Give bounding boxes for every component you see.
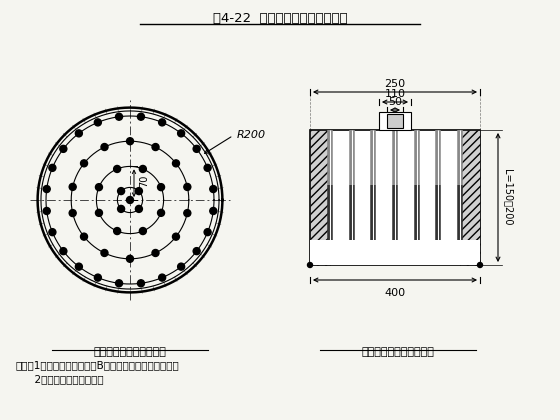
Circle shape: [115, 113, 123, 120]
Circle shape: [210, 186, 217, 192]
Circle shape: [95, 184, 102, 191]
Circle shape: [204, 228, 211, 236]
Text: 400: 400: [384, 288, 405, 298]
Text: 110: 110: [385, 89, 405, 99]
Circle shape: [114, 228, 120, 234]
Circle shape: [139, 165, 146, 173]
Circle shape: [204, 164, 211, 171]
Circle shape: [69, 184, 76, 190]
Circle shape: [76, 263, 82, 270]
Circle shape: [478, 262, 483, 268]
Circle shape: [76, 130, 82, 137]
Text: 2、本图尺寸以厘米计。: 2、本图尺寸以厘米计。: [15, 374, 104, 384]
Circle shape: [127, 255, 133, 262]
Circle shape: [60, 248, 67, 255]
Circle shape: [193, 248, 200, 255]
Circle shape: [43, 207, 50, 215]
Circle shape: [49, 164, 56, 171]
Bar: [460, 130, 480, 265]
Circle shape: [94, 119, 101, 126]
Circle shape: [152, 249, 159, 257]
Circle shape: [178, 130, 185, 137]
Circle shape: [136, 205, 142, 213]
Bar: [310, 130, 480, 265]
Circle shape: [101, 249, 108, 257]
Circle shape: [184, 184, 191, 190]
Text: 70: 70: [139, 175, 149, 187]
Circle shape: [157, 209, 165, 216]
Circle shape: [193, 145, 200, 152]
Text: 竖井开挖炮眼剖面布置图: 竖井开挖炮眼剖面布置图: [362, 347, 435, 357]
Circle shape: [95, 274, 101, 281]
Circle shape: [114, 165, 120, 173]
Bar: [310, 130, 330, 265]
Circle shape: [127, 197, 133, 204]
Circle shape: [307, 262, 312, 268]
Circle shape: [139, 228, 146, 234]
Text: L=150～200: L=150～200: [503, 169, 513, 226]
Circle shape: [158, 119, 166, 126]
Circle shape: [81, 233, 87, 240]
Circle shape: [81, 160, 87, 167]
Circle shape: [172, 160, 180, 167]
Bar: [387, 114, 403, 128]
Circle shape: [157, 184, 165, 191]
Circle shape: [49, 228, 56, 236]
Circle shape: [158, 274, 166, 281]
Text: R200: R200: [236, 131, 265, 140]
Circle shape: [184, 210, 191, 217]
Circle shape: [137, 113, 144, 120]
Circle shape: [172, 233, 179, 240]
Bar: [379, 112, 411, 130]
Circle shape: [60, 145, 67, 152]
Bar: [310, 240, 480, 265]
Text: 竖井开挖炮眼平面布置图: 竖井开挖炮眼平面布置图: [94, 347, 166, 357]
Circle shape: [101, 144, 108, 150]
Circle shape: [152, 144, 159, 150]
Circle shape: [210, 207, 217, 215]
Text: 50: 50: [388, 97, 402, 107]
Text: 说明：1、本图以设计图竖井B型开挖断面进行炮眼布置。: 说明：1、本图以设计图竖井B型开挖断面进行炮眼布置。: [15, 360, 179, 370]
Circle shape: [118, 205, 124, 213]
Circle shape: [115, 280, 123, 287]
Text: 图4-22  竖井开挖炮眼平面布置图: 图4-22 竖井开挖炮眼平面布置图: [213, 12, 347, 25]
Circle shape: [137, 280, 144, 287]
Circle shape: [69, 210, 76, 217]
Circle shape: [118, 188, 124, 194]
Circle shape: [136, 188, 142, 194]
Circle shape: [95, 209, 102, 216]
Circle shape: [178, 263, 185, 270]
Text: 250: 250: [384, 79, 405, 89]
Circle shape: [43, 186, 50, 192]
Circle shape: [127, 138, 133, 145]
